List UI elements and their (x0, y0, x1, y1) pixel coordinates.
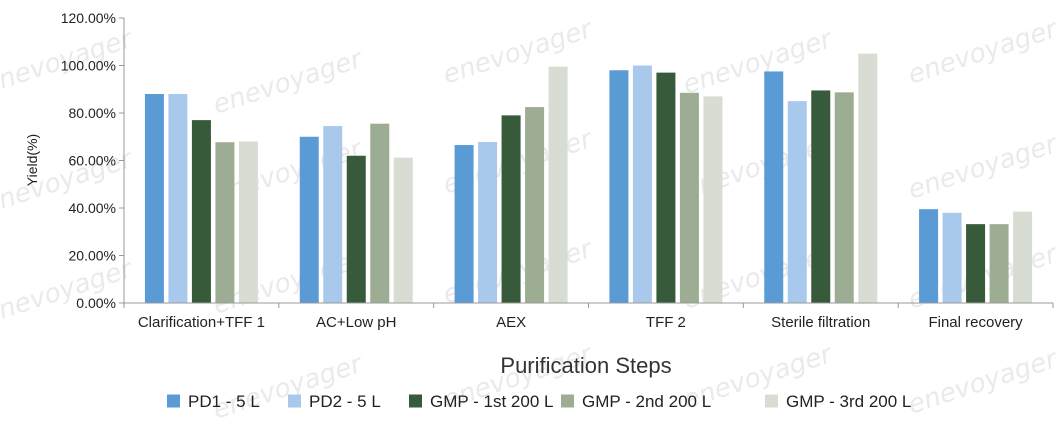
legend: PD1 - 5 L PD2 - 5 L GMP - 1st 200 L GMP - 2… (167, 392, 911, 411)
legend-item: GMP - 2nd 200 L (561, 392, 711, 411)
x-category-label: Sterile filtration (771, 314, 870, 331)
y-tick-label: 60.00% (69, 153, 116, 169)
legend-swatch (765, 394, 778, 408)
y-tick-label: 20.00% (69, 248, 116, 264)
x-category-label: AEX (496, 314, 526, 331)
bar (858, 53, 878, 304)
legend-item: PD2 - 5 L (288, 392, 381, 411)
legend-item: PD1 - 5 L (167, 392, 260, 411)
y-tick-label: 120.00% (61, 10, 116, 26)
bar (238, 141, 258, 303)
bar (501, 115, 521, 304)
legend-label: GMP - 2nd 200 L (582, 392, 711, 411)
watermark-text: enevoyager (0, 254, 138, 331)
legend-item: GMP - 1st 200 L (409, 392, 553, 411)
bar (703, 96, 723, 304)
bar (478, 141, 498, 303)
legend-swatch (288, 394, 301, 408)
bar (764, 71, 784, 303)
labels-layer: 0.00% 20.00% 40.00% 60.00% 80.00% 100.00% 120.… (24, 10, 1023, 378)
watermark-text: enevoyager (680, 24, 838, 101)
y-axis-title: Yield(%) (24, 134, 40, 186)
bar (191, 120, 211, 304)
bar (548, 66, 568, 303)
bar (966, 224, 986, 303)
bar (919, 209, 939, 303)
bar (370, 123, 390, 303)
bar (1013, 211, 1033, 303)
watermark-text: enevoyager (905, 129, 1061, 206)
bar (323, 126, 343, 303)
y-tick-label: 40.00% (69, 200, 116, 216)
x-category-label: Final recovery (928, 314, 1023, 331)
bar (632, 65, 652, 303)
bar (525, 107, 545, 303)
bar (834, 92, 854, 303)
watermark-text: enevoyager (440, 14, 598, 91)
x-category-label: TFF 2 (646, 314, 686, 331)
watermark-text: enevoyager (905, 344, 1061, 421)
bar (144, 94, 164, 303)
legend-label: PD1 - 5 L (188, 392, 260, 411)
bars-layer (144, 53, 1033, 304)
bar (454, 145, 474, 303)
x-category-label: Clarification+TFF 1 (138, 314, 265, 331)
x-axis-title: Purification Steps (500, 353, 671, 378)
bar (811, 90, 831, 303)
watermark-text: enevoyager (905, 14, 1061, 91)
bar (168, 94, 188, 303)
axis-layer (119, 17, 1054, 308)
y-tick-label: 0.00% (76, 295, 116, 311)
legend-item: GMP - 3rd 200 L (765, 392, 911, 411)
bar (393, 157, 413, 303)
legend-swatch (561, 394, 574, 408)
legend-swatch (409, 394, 422, 408)
y-tick-label: 80.00% (69, 105, 116, 121)
watermark-text: enevoyager (210, 349, 368, 426)
bar (346, 155, 366, 303)
bar (609, 70, 629, 303)
legend-label: GMP - 3rd 200 L (786, 392, 911, 411)
bar (989, 224, 1009, 303)
bar (656, 72, 676, 304)
bar (942, 212, 962, 303)
bar (787, 101, 807, 304)
legend-label: PD2 - 5 L (309, 392, 381, 411)
x-category-label: AC+Low pH (316, 314, 396, 331)
bar (679, 92, 699, 303)
watermark-text: enevoyager (210, 44, 368, 121)
legend-label: GMP - 1st 200 L (430, 392, 553, 411)
legend-swatch (167, 394, 180, 408)
y-tick-label: 100.00% (61, 58, 116, 74)
bar (299, 136, 319, 303)
bar (215, 142, 235, 303)
